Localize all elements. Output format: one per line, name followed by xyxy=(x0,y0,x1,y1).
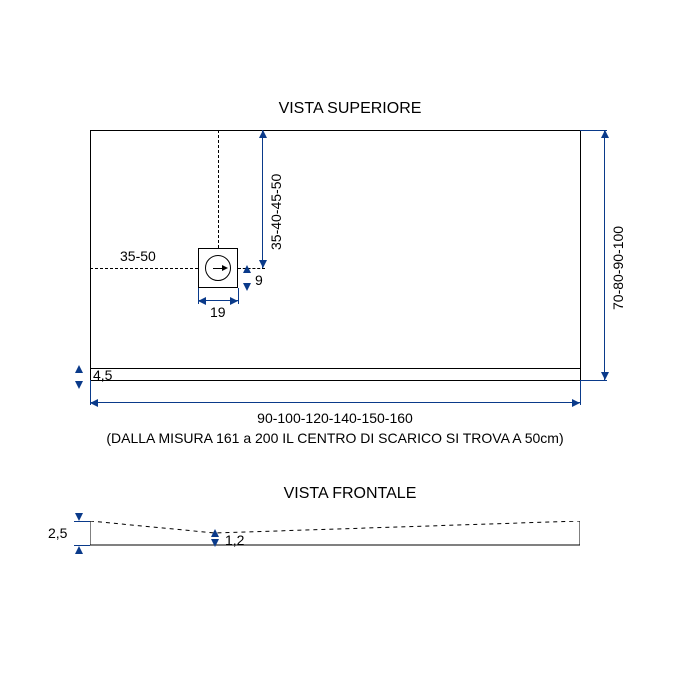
top-rect-ledge xyxy=(90,368,580,369)
front-thickness-label: 2,5 xyxy=(48,525,67,541)
front-notch-arrow-d xyxy=(211,539,219,547)
drain-to-top-label: 35-40-45-50 xyxy=(268,150,284,250)
top-rect-right xyxy=(580,130,581,381)
drain-h-arrow-u xyxy=(243,265,251,273)
front-notch-label: 1,2 xyxy=(225,532,244,548)
ledge-dim-label: 4,5 xyxy=(93,367,112,383)
drain-to-top-dash xyxy=(218,130,219,248)
height-dim-line xyxy=(604,130,605,380)
top-rect-top xyxy=(90,130,580,131)
width-ext-r xyxy=(580,380,581,405)
width-dim-label: 90-100-120-140-150-160 xyxy=(90,410,580,426)
front-ext-t xyxy=(74,521,90,522)
ledge-arrow-down xyxy=(75,381,83,389)
drain-arrow-head xyxy=(222,265,228,271)
width-dim-arrow-l xyxy=(90,399,98,407)
drain-h-label: 9 xyxy=(255,272,263,288)
top-rect-bottom xyxy=(90,380,580,381)
drain-to-left-label: 35-50 xyxy=(120,248,156,264)
ledge-arrow-up xyxy=(75,365,83,373)
drain-w-arrow-r xyxy=(230,297,238,305)
drawing-canvas: VISTA SUPERIORE 4,5 90-100-120-140-150-1… xyxy=(0,0,700,700)
drain-w-ext-r xyxy=(238,288,239,304)
title-top-view: VISTA SUPERIORE xyxy=(0,100,700,118)
drain-w-label: 19 xyxy=(210,304,226,320)
drain-w-arrow-l xyxy=(198,297,206,305)
top-rect-left xyxy=(90,130,91,381)
front-th-arrow-d xyxy=(75,546,83,554)
drain-to-left-dash xyxy=(90,268,198,269)
front-view-outline xyxy=(90,521,580,547)
drain-to-top-line xyxy=(262,130,263,268)
drain-h-arrow-d xyxy=(243,283,251,291)
drain-to-top-arrow-u xyxy=(259,130,267,138)
height-dim-label: 70-80-90-100 xyxy=(610,200,626,310)
height-ext-b xyxy=(580,380,607,381)
height-dim-arrow-u xyxy=(601,130,609,138)
width-dim-arrow-r xyxy=(572,399,580,407)
drain-position-note: (DALLA MISURA 161 a 200 IL CENTRO DI SCA… xyxy=(90,430,580,446)
width-dim-line xyxy=(90,402,580,403)
height-ext-t xyxy=(580,130,607,131)
drain-to-top-arrow-d xyxy=(259,260,267,268)
front-notch-arrow-u xyxy=(211,529,219,537)
title-front-view: VISTA FRONTALE xyxy=(0,485,700,503)
height-dim-arrow-d xyxy=(601,372,609,380)
width-ext-l xyxy=(90,380,91,405)
front-th-arrow-u xyxy=(75,513,83,521)
